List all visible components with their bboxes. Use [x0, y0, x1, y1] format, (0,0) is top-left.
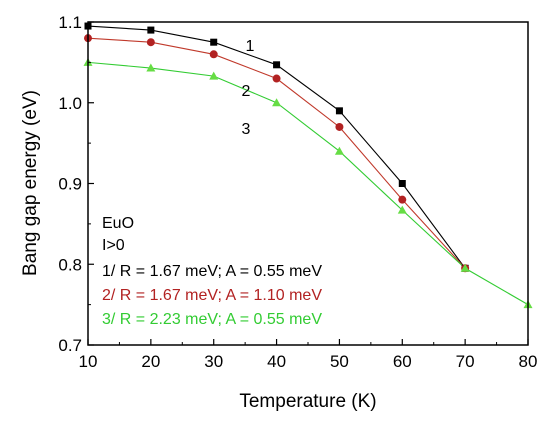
material-label: EuO: [102, 215, 134, 232]
legend-line-1: 1/ R = 1.67 meV; A = 0.55 meV: [102, 263, 322, 280]
series-2-point: [272, 74, 281, 83]
series-1-label: 1: [246, 38, 255, 55]
series-3-line: [87, 61, 529, 306]
x-tick-label: 30: [204, 352, 223, 371]
series-1-point: [147, 26, 155, 34]
series-3-point: [209, 71, 219, 80]
series-2-line: [87, 37, 466, 269]
series-layer: [83, 22, 533, 309]
x-tick-label: 40: [267, 352, 286, 371]
series-3-point: [272, 98, 282, 107]
series-2-point: [335, 122, 344, 131]
y-axis-label: Bang gap energy (eV): [20, 90, 41, 276]
legend-layer: 1/ R = 1.67 meV; A = 0.55 meV 2/ R = 1.67…: [102, 263, 322, 328]
y-tick-label: 0.9: [58, 175, 82, 194]
series-3-point: [146, 63, 156, 72]
series-1-point: [335, 107, 343, 115]
series-3-point: [460, 263, 470, 272]
x-tick-label: 80: [519, 352, 538, 371]
y-tick-label: 1.0: [58, 94, 82, 113]
series-2-point: [209, 50, 218, 59]
series-3-label: 3: [242, 121, 251, 138]
series-2-point: [146, 38, 155, 47]
x-tick-label: 70: [456, 352, 475, 371]
legend-line-3: 3/ R = 2.23 meV; A = 0.55 meV: [102, 311, 322, 328]
series-1-point: [398, 180, 406, 187]
series-2-label: 2: [242, 83, 251, 100]
x-axis-label: Temperature (K): [239, 391, 376, 412]
series-1-point: [210, 38, 218, 46]
series-3-point: [334, 146, 344, 155]
ticks-layer: 10 20 30 40 50 60 70 80 0.7 0.8 0.9 1.0 1.1: [58, 13, 537, 371]
y-tick-label: 0.7: [58, 336, 82, 355]
x-tick-label: 50: [330, 352, 349, 371]
x-tick-label: 60: [393, 352, 412, 371]
x-tick-label: 10: [79, 352, 98, 371]
series-1-point: [273, 61, 281, 69]
condition-label: I>0: [102, 237, 125, 254]
y-tick-label: 0.8: [58, 255, 82, 274]
legend-line-2: 2/ R = 1.67 meV; A = 1.10 meV: [102, 287, 322, 304]
y-tick-label: 1.1: [58, 13, 82, 32]
x-tick-label: 20: [141, 352, 160, 371]
series-3-point: [397, 205, 407, 214]
series-2-point: [398, 195, 407, 204]
